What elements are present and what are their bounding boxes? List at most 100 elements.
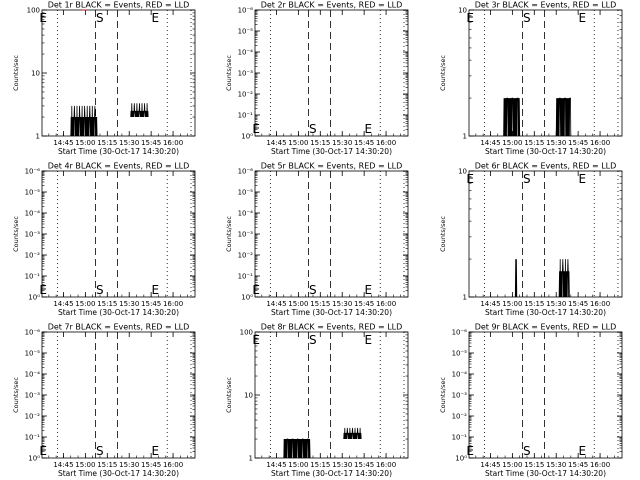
y-tick-label: 10⁻¹ — [452, 434, 468, 442]
x-tick-label: 16:00 — [163, 139, 183, 147]
event-marker-label: E — [152, 444, 160, 458]
x-tick-label: 15:30 — [546, 461, 566, 469]
y-axis-title: Counts/sec — [12, 377, 20, 413]
x-tick-label: 16:00 — [163, 461, 183, 469]
x-tick-label: 14:45 — [53, 300, 73, 308]
x-tick-label: 15:45 — [141, 300, 161, 308]
y-axis-title: Counts/sec — [225, 216, 233, 252]
event-marker-label: E — [365, 333, 373, 347]
y-tick-label: 10⁻² — [25, 252, 41, 260]
y-tick-label: 10⁻² — [238, 91, 254, 99]
x-tick-label: 14:45 — [480, 139, 500, 147]
x-tick-label: 15:15 — [310, 139, 330, 147]
count-rate-trace — [558, 259, 570, 298]
x-tick-label: 15:30 — [119, 461, 139, 469]
panel-title: Det 5r BLACK = Events, RED = LLD — [261, 162, 403, 171]
y-tick-label: 10⁻⁴ — [238, 49, 254, 57]
event-marker-label: E — [252, 122, 260, 136]
x-axis-title: Start Time (30-Oct-17 14:30:20) — [271, 147, 392, 156]
y-tick-label: 10⁻² — [25, 413, 41, 421]
x-tick-label: 14:45 — [480, 461, 500, 469]
y-tick-label: 10 — [31, 70, 40, 78]
event-marker-label: S — [309, 122, 317, 136]
x-tick-label: 16:00 — [376, 139, 396, 147]
y-tick-label: 1 — [36, 133, 40, 141]
x-tick-label: 15:15 — [310, 300, 330, 308]
event-marker-label: S — [96, 11, 104, 25]
x-tick-label: 15:15 — [524, 300, 544, 308]
y-tick-label: 10⁻² — [238, 252, 254, 260]
y-tick-label: 10⁰ — [455, 455, 467, 463]
count-rate-trace — [130, 103, 149, 118]
x-axis-title: Start Time (30-Oct-17 14:30:20) — [271, 469, 392, 478]
count-rate-trace — [283, 438, 311, 459]
x-tick-label: 14:45 — [53, 461, 73, 469]
y-tick-label: 10 — [458, 168, 467, 176]
event-marker-label: E — [39, 11, 47, 25]
x-tick-label: 15:45 — [141, 139, 161, 147]
y-tick-label: 10⁻⁶ — [25, 168, 41, 176]
event-marker-label: S — [523, 444, 531, 458]
x-tick-label: 16:00 — [376, 461, 396, 469]
x-tick-label: 16:00 — [590, 461, 610, 469]
x-tick-label: 15:00 — [288, 300, 308, 308]
x-tick-label: 15:30 — [119, 300, 139, 308]
y-axis-title: Counts/sec — [225, 55, 233, 91]
x-tick-label: 15:45 — [568, 300, 588, 308]
x-tick-label: 15:00 — [75, 139, 95, 147]
y-tick-label: 10⁰ — [241, 133, 253, 141]
x-tick-label: 15:30 — [546, 300, 566, 308]
x-tick-label: 15:30 — [546, 139, 566, 147]
y-tick-label: 10⁻¹ — [25, 434, 41, 442]
event-marker-label: E — [579, 172, 587, 186]
y-tick-label: 10 — [458, 7, 467, 15]
y-tick-label: 10⁻¹ — [238, 273, 254, 281]
event-marker-label: E — [466, 444, 474, 458]
y-tick-label: 10⁻⁶ — [238, 168, 254, 176]
x-axis-title: Start Time (30-Oct-17 14:30:20) — [485, 469, 606, 478]
x-axis-title: Start Time (30-Oct-17 14:30:20) — [271, 308, 392, 317]
x-tick-label: 15:45 — [568, 139, 588, 147]
plot-frame — [41, 170, 196, 298]
plot-frame — [254, 170, 409, 298]
x-tick-label: 15:45 — [354, 461, 374, 469]
x-tick-label: 14:45 — [480, 300, 500, 308]
y-tick-label: 10⁻⁴ — [25, 371, 41, 379]
event-marker-label: E — [39, 444, 47, 458]
x-tick-label: 15:15 — [97, 139, 117, 147]
x-tick-label: 14:45 — [266, 300, 286, 308]
event-marker-label: S — [96, 283, 104, 297]
event-marker-label: E — [579, 444, 587, 458]
y-tick-label: 10⁻³ — [452, 392, 468, 400]
x-axis-title: Start Time (30-Oct-17 14:30:20) — [485, 308, 606, 317]
y-tick-label: 10⁻³ — [238, 70, 254, 78]
count-rate-trace — [503, 97, 521, 137]
x-tick-label: 15:15 — [310, 461, 330, 469]
x-axis-title: Start Time (30-Oct-17 14:30:20) — [58, 308, 179, 317]
plot-frame — [468, 9, 623, 137]
x-tick-label: 15:15 — [524, 139, 544, 147]
plot-frame — [41, 331, 196, 459]
y-tick-label: 10⁻³ — [25, 392, 41, 400]
y-tick-label: 10⁻⁴ — [25, 210, 41, 218]
x-tick-label: 15:30 — [119, 139, 139, 147]
event-marker-label: E — [466, 172, 474, 186]
y-tick-label: 10⁻⁶ — [25, 329, 41, 337]
y-tick-label: 100 — [240, 329, 253, 337]
y-tick-label: 10⁻⁵ — [238, 189, 254, 197]
x-tick-label: 15:00 — [288, 139, 308, 147]
y-axis-title: Counts/sec — [439, 55, 447, 91]
event-marker-label: E — [365, 122, 373, 136]
panel-title: Det 8r BLACK = Events, RED = LLD — [261, 323, 403, 332]
x-tick-label: 15:30 — [332, 139, 352, 147]
plot-frame — [254, 331, 409, 459]
x-tick-label: 15:45 — [354, 300, 374, 308]
